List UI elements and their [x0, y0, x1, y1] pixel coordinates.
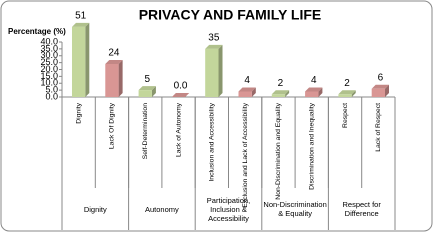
x-tick-label: Dignity — [75, 102, 82, 123]
bar-top — [271, 90, 290, 95]
value-label: 24 — [108, 48, 120, 59]
x-tick-label: Inclusion and Accessibility — [209, 102, 216, 181]
bar-side — [251, 87, 256, 97]
value-label: 4 — [244, 75, 250, 86]
bar-top — [71, 22, 90, 27]
y-tick-label: 25.0 — [40, 57, 58, 67]
chart-title: PRIVACY AND FAMILY LIFE — [139, 7, 322, 23]
y-tick-label: 10.0 — [40, 78, 58, 88]
bar-side — [351, 90, 356, 97]
x-tick-label: Respect — [342, 103, 349, 128]
group-label: Participation, Inclusion & Accessibility — [206, 195, 251, 223]
value-label: 51 — [75, 11, 87, 22]
bar-side — [118, 60, 123, 97]
bar-side — [318, 87, 323, 97]
x-tick-label: Discrimination and Inequality — [309, 102, 316, 189]
chart: PRIVACY AND FAMILY LIFE Percentage (%) 0… — [0, 0, 433, 232]
y-tick-label: 20.0 — [40, 64, 58, 74]
y-tick-label: 15.0 — [40, 71, 58, 81]
bar-side — [218, 44, 223, 97]
x-tick-label: Lack of Autonomy — [175, 102, 182, 157]
x-tick-label: Self-Determination — [142, 103, 149, 160]
bar — [238, 91, 252, 97]
x-tick-label: Non-Discrimination and Equality — [275, 102, 282, 199]
y-tick-label: 30.0 — [40, 50, 58, 60]
value-label: 2 — [278, 78, 284, 89]
bar-side — [385, 84, 390, 97]
bar-top — [138, 86, 156, 91]
bar-side — [285, 90, 290, 97]
chart-border — [0, 0, 433, 232]
x-tick-label: Lack Of Dignity — [109, 102, 116, 149]
chart-container: PRIVACY AND FAMILY LIFE Percentage (%) 0… — [0, 0, 433, 232]
x-tick-label: Exclusion and Lack of Accessibility — [242, 102, 249, 207]
y-tick-label: 5.0 — [45, 85, 58, 95]
y-tick-label: 35.0 — [40, 43, 58, 53]
bar-side — [85, 22, 90, 97]
y-tick-label: 0.0 — [45, 91, 58, 101]
value-label: 2 — [344, 78, 350, 89]
bar — [371, 88, 386, 97]
bar-top — [105, 60, 123, 64]
group-label: Autonomy — [145, 204, 179, 214]
value-label: 0.0 — [174, 81, 188, 92]
bar-top — [371, 84, 390, 89]
bar-top — [338, 90, 356, 95]
bar — [71, 26, 86, 97]
bar-top — [205, 44, 223, 49]
bar-top — [171, 93, 190, 97]
value-label: 6 — [378, 72, 384, 83]
bar — [205, 48, 219, 97]
bar — [271, 94, 286, 97]
bar-top — [238, 87, 256, 92]
group-label: Respect for Difference — [342, 200, 381, 218]
bar — [305, 91, 319, 97]
group-label: Dignity — [83, 204, 107, 214]
bar-side — [151, 86, 156, 97]
group-label: Non-Discrimination & Equality — [263, 200, 327, 218]
y-axis-label: Percentage (%) — [8, 27, 66, 36]
x-tick-label: Lack of Respect — [375, 103, 382, 152]
value-label: 4 — [311, 75, 317, 86]
value-label: 35 — [208, 33, 220, 44]
value-label: 5 — [144, 74, 150, 85]
bar — [338, 94, 352, 97]
bar — [105, 64, 119, 97]
bar-top — [305, 87, 323, 92]
bar — [138, 90, 152, 97]
y-tick-label: 40.0 — [40, 36, 58, 46]
